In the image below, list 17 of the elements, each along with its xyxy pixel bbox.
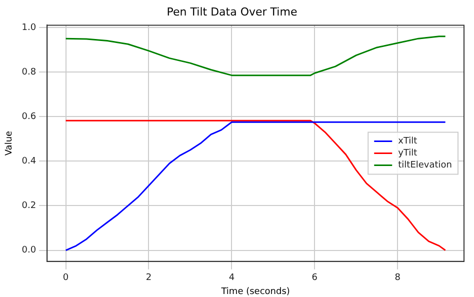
y-tick-label: 0.6	[22, 112, 36, 122]
y-tick-label: 0.8	[22, 67, 36, 78]
legend-label: xTilt	[398, 136, 418, 147]
y-axis-title: Value	[4, 130, 15, 156]
y-tick-label: 0.0	[22, 246, 36, 256]
y-tick-label: 1.0	[22, 22, 36, 33]
x-tick-label: 2	[146, 273, 152, 284]
x-tick-label: 0	[62, 273, 69, 284]
x-tick-label: 4	[228, 273, 235, 284]
y-tick-label: 0.2	[22, 201, 36, 212]
y-tick-label: 0.4	[22, 156, 36, 166]
x-axis-title: Time (seconds)	[220, 286, 290, 297]
x-tick-label: 6	[312, 273, 318, 284]
x-tick-label: 8	[394, 273, 401, 284]
legend-label: tiltElevation	[398, 160, 452, 171]
chart-title: Pen Tilt Data Over Time	[166, 5, 298, 18]
legend-label: yTilt	[398, 148, 418, 159]
